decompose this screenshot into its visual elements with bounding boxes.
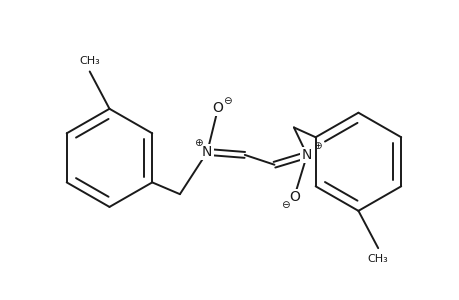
Text: ⊖: ⊖ [222, 96, 231, 106]
Text: ⊕: ⊕ [312, 141, 321, 151]
Text: ⊖: ⊖ [280, 200, 289, 210]
Text: N: N [202, 145, 212, 159]
Text: O: O [212, 101, 223, 115]
Text: N: N [301, 148, 312, 162]
Text: O: O [288, 190, 299, 204]
Text: CH₃: CH₃ [79, 56, 100, 66]
Text: ⊕: ⊕ [194, 138, 202, 148]
Text: CH₃: CH₃ [367, 254, 388, 264]
